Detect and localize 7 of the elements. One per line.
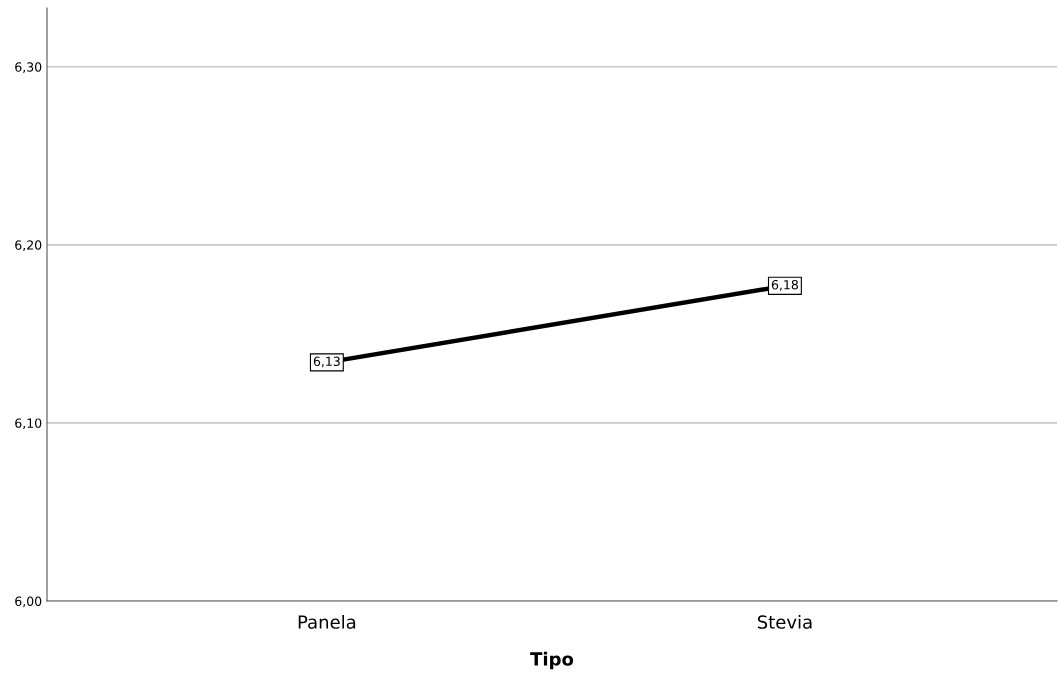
- y-tick-label: 6,10: [15, 418, 42, 430]
- y-tick-label: 6,30: [15, 62, 42, 73]
- x-tick-label: Stevia: [757, 614, 812, 629]
- y-tick-label: 6,00: [15, 596, 42, 608]
- x-tick-label: Panela: [298, 614, 356, 629]
- y-tick-label: 6,20: [15, 240, 42, 252]
- x-axis-title: Tipo: [530, 651, 574, 670]
